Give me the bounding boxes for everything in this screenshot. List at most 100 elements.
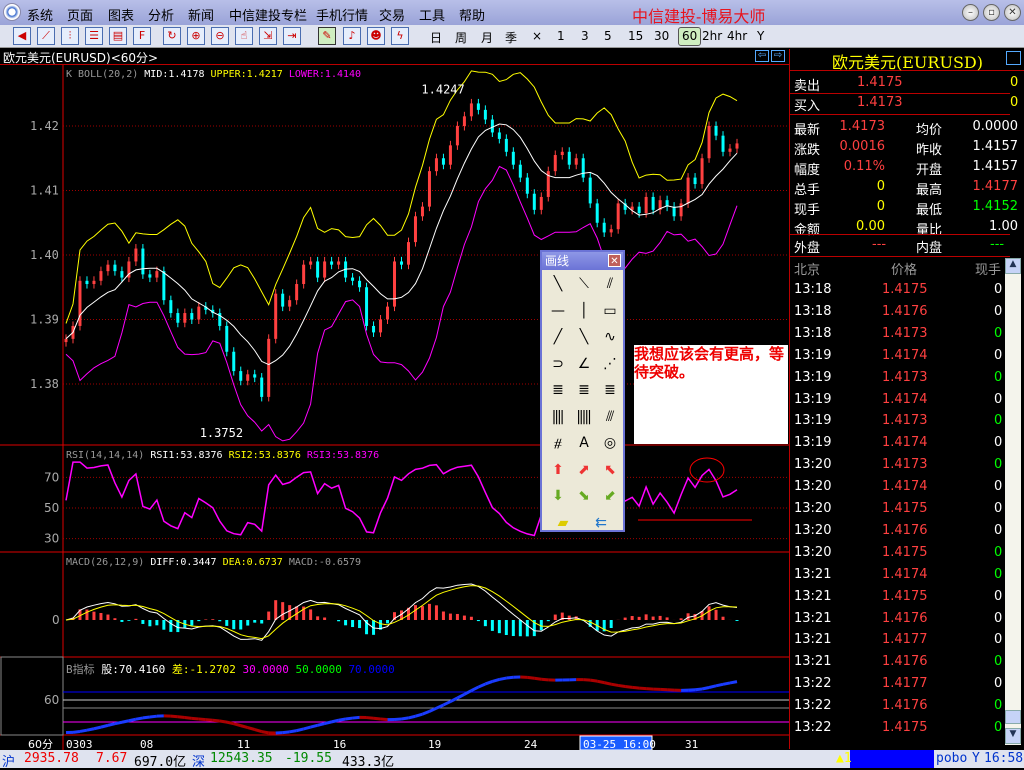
stat-label: 最低 [916,199,942,218]
export-icon[interactable]: ⇲ [259,27,277,45]
stat-value: 1.4173 [840,119,886,134]
fan-lines-icon[interactable]: ⋰ [597,354,621,374]
period-7[interactable]: 5 [604,29,612,43]
period-6[interactable]: 3 [581,29,589,43]
menu-column[interactable]: 中信建投专栏 [229,5,307,24]
period-10[interactable]: 60 [678,27,701,46]
parallel-lines-icon[interactable]: ⫽ [597,274,621,294]
lightning-icon[interactable]: ϟ [391,27,409,45]
cycle-lines-icon[interactable]: |||| [545,407,569,427]
text-icon[interactable]: A [571,433,595,453]
minimize-button[interactable]: – [962,4,979,21]
menu-trade[interactable]: 交易 [379,5,405,24]
scroll-right-button[interactable]: ⇨ [771,50,785,62]
import-icon[interactable]: ⇥ [283,27,301,45]
gann-circle-icon[interactable]: ◎ [597,433,621,453]
sz-index: 12543.35 [210,751,273,766]
scroll-thumb[interactable] [1005,710,1021,724]
period-12[interactable]: 4hr [727,29,747,43]
b-indicator-segment [325,722,332,724]
palette-close-button[interactable]: ✕ [608,254,621,267]
zoom-out-icon[interactable]: ⊖ [211,27,229,45]
fibonacci-icon[interactable]: ≣ [597,380,621,400]
draw-icon[interactable]: ✎ [318,27,336,45]
vertical-line-icon[interactable]: │ [571,301,595,321]
boll-lower: LOWER:1.4140 [289,69,361,80]
period-9[interactable]: 30 [654,29,669,43]
eraser-icon[interactable]: ▰ [550,513,574,533]
ray-down-icon[interactable]: ╲ [571,327,595,347]
restore-button[interactable]: ▫ [983,4,1000,21]
report-icon[interactable]: ▤ [109,27,127,45]
line-icon[interactable]: ╲ [545,274,569,294]
kline-icon[interactable]: ⫶ [61,27,79,45]
menu-news[interactable]: 新闻 [188,5,214,24]
menu-system[interactable]: 系统 [27,5,53,24]
menu-mobile[interactable]: 手机行情 [316,5,368,24]
tick-list-scrollbar[interactable]: ▲ ▼ [1005,258,1021,745]
percent-lines-icon[interactable]: ≣ [571,380,595,400]
candle-up [456,126,459,145]
angle-icon[interactable]: ∠ [571,354,595,374]
broker-label[interactable]: pobo [936,751,967,766]
filter-icon[interactable]: Y [972,751,980,766]
period-13[interactable]: Y [757,29,764,43]
arrow-up-left-icon[interactable]: ⬉ [597,460,621,480]
horizontal-line-icon[interactable]: — [545,301,569,321]
period-4[interactable]: × [532,29,542,43]
b-level-30: 30.0000 [242,663,288,676]
period-5[interactable]: 1 [557,29,565,43]
tick-volume: 0 [994,501,1002,516]
table-icon[interactable]: ☰ [85,27,103,45]
scroll-left-button[interactable]: ⇦ [755,50,769,62]
delete-all-icon[interactable]: ⇇ [588,513,612,533]
menu-analysis[interactable]: 分析 [148,5,174,24]
back-icon[interactable]: ◀ [13,27,31,45]
select-icon[interactable]: ☝ [235,27,253,45]
maximize-panel-button[interactable] [1006,51,1021,65]
scroll-down-button[interactable]: ▼ [1005,728,1021,744]
app-logo-icon[interactable] [3,3,21,21]
arrow-down-right-icon[interactable]: ⬊ [571,486,595,506]
period-8[interactable]: 15 [628,29,643,43]
menu-page[interactable]: 页面 [67,5,93,24]
b-indicator-segment [450,698,457,702]
alarm-icon[interactable]: ♪ [343,27,361,45]
tick-time: 13:19 [794,370,831,385]
segment-icon[interactable]: ⟍ [571,274,595,294]
period-1[interactable]: 周 [455,29,467,46]
rectangle-icon[interactable]: ▭ [597,301,621,321]
menu-chart[interactable]: 图表 [108,5,134,24]
menu-help[interactable]: 帮助 [459,5,485,24]
tick-header: 北京 价格 现手 [790,257,1005,277]
sine-wave-icon[interactable]: ∿ [597,327,621,347]
chart-text-annotation[interactable]: 我想应该会有更高，等待突破。 [634,345,788,444]
period-0[interactable]: 日 [430,29,442,46]
arrow-up-right-icon[interactable]: ⬈ [571,460,595,480]
b-indicator-segment [283,732,290,733]
b-indicator-segment [415,714,422,716]
arc-icon[interactable]: ⊃ [545,354,569,374]
ray-up-icon[interactable]: ╱ [545,327,569,347]
users-icon[interactable]: ☻ [367,27,385,45]
speed-lines-icon[interactable]: ⫻ [597,407,621,427]
scroll-up-button[interactable]: ▲ [1005,258,1021,274]
arrow-down-left-icon[interactable]: ⬋ [597,486,621,506]
gann-fan-icon[interactable]: ⧣ [545,433,569,453]
f10-icon[interactable]: F [133,27,151,45]
close-button[interactable]: ✕ [1004,4,1021,21]
alert-indicator[interactable]: ▲1 [836,751,852,766]
boll-mid: MID:1.4178 [144,69,204,80]
fib-time-icon[interactable]: ||||| [571,407,595,427]
period-11[interactable]: 2hr [702,29,722,43]
line-chart-icon[interactable]: ⟋ [37,27,55,45]
candle-up [729,149,732,152]
period-2[interactable]: 月 [481,29,493,46]
arrow-up-icon[interactable]: ⬆ [545,460,569,480]
gann-icon[interactable]: ≣ [545,380,569,400]
refresh-icon[interactable]: ↻ [163,27,181,45]
period-3[interactable]: 季 [505,29,517,46]
arrow-down-icon[interactable]: ⬇ [545,486,569,506]
menu-tools[interactable]: 工具 [419,5,445,24]
zoom-in-icon[interactable]: ⊕ [187,27,205,45]
